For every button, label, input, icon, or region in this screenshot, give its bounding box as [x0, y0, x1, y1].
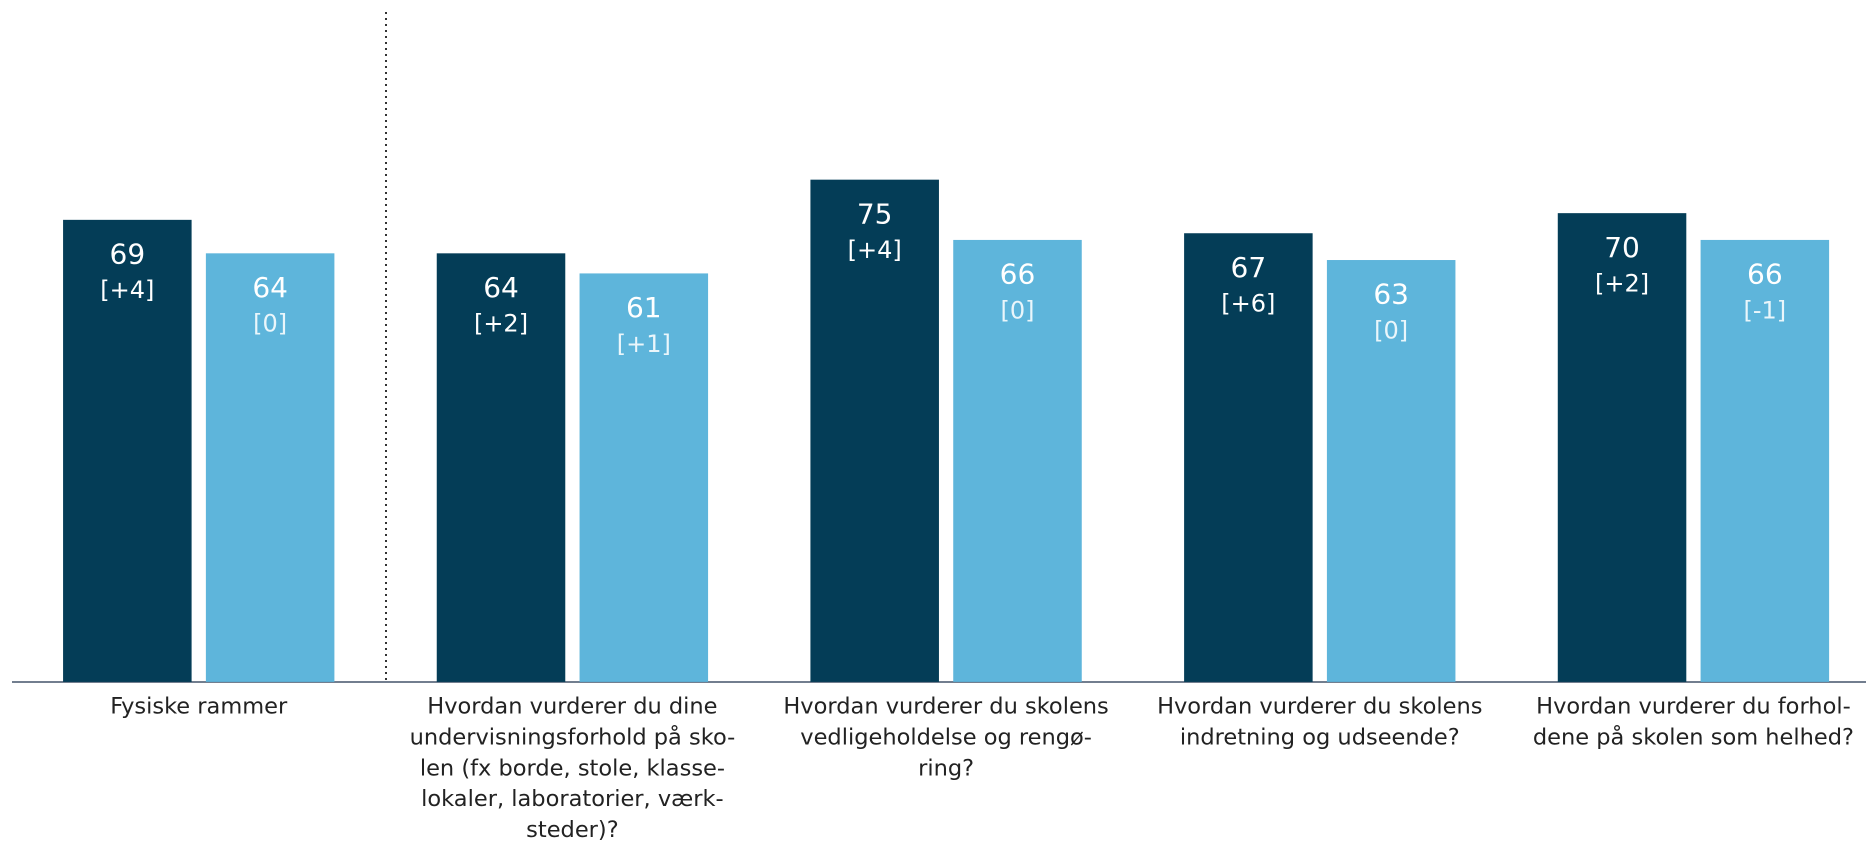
bar: [1557, 213, 1687, 682]
x-tick-label: vedligeholdelse og rengø-: [800, 724, 1092, 750]
change-label: [+2]: [474, 310, 528, 338]
x-tick-label: lokaler, laboratorier, værk-: [421, 786, 724, 812]
x-tick-label: len (fx borde, stole, klasse-: [420, 755, 725, 781]
x-tick-label: Hvordan vurderer du dine: [427, 693, 717, 719]
change-label: [+1]: [617, 330, 671, 358]
bar: [205, 253, 335, 682]
x-tick-label: dene på skolen som helhed?: [1533, 722, 1854, 750]
bar: [579, 273, 709, 682]
value-label: 63: [1373, 278, 1409, 311]
value-label: 66: [1000, 258, 1036, 291]
x-tick-label: Hvordan vurderer du skolens: [783, 693, 1108, 719]
change-label: [+4]: [100, 276, 154, 304]
bar: [810, 179, 939, 682]
bar: [953, 239, 1082, 682]
bar: [63, 219, 192, 682]
x-tick-label: undervisningsforhold på sko-: [410, 722, 736, 750]
bar: [1326, 260, 1456, 682]
value-label: 64: [483, 271, 519, 304]
value-label: 64: [252, 271, 288, 304]
value-label: 70: [1604, 231, 1640, 264]
change-label: [0]: [253, 310, 287, 338]
x-tick-label: Hvordan vurderer du skolens: [1157, 693, 1482, 719]
bar: [436, 253, 566, 682]
value-label: 75: [857, 197, 893, 230]
change-label: [-1]: [1744, 296, 1787, 324]
change-label: [+6]: [1221, 290, 1275, 318]
value-label: 69: [110, 238, 146, 271]
x-tick-label: steder)?: [526, 817, 618, 843]
change-label: [+2]: [1595, 270, 1649, 298]
x-tick-label: Fysiske rammer: [110, 693, 288, 719]
change-label: [+4]: [848, 236, 902, 264]
x-tick-label: Hvordan vurderer du forhol-: [1536, 693, 1851, 719]
bar: [1700, 239, 1830, 682]
value-label: 66: [1747, 258, 1783, 291]
change-label: [0]: [1000, 296, 1034, 324]
value-label: 61: [626, 291, 662, 324]
x-tick-label: indretning og udseende?: [1180, 724, 1460, 750]
bar: [1184, 233, 1313, 682]
change-label: [0]: [1374, 316, 1408, 344]
value-label: 67: [1231, 251, 1267, 284]
x-tick-label: ring?: [918, 755, 974, 781]
